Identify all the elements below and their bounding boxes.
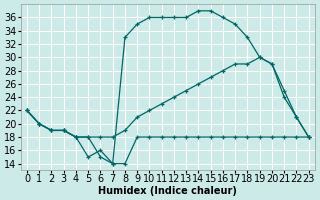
X-axis label: Humidex (Indice chaleur): Humidex (Indice chaleur)	[98, 186, 237, 196]
